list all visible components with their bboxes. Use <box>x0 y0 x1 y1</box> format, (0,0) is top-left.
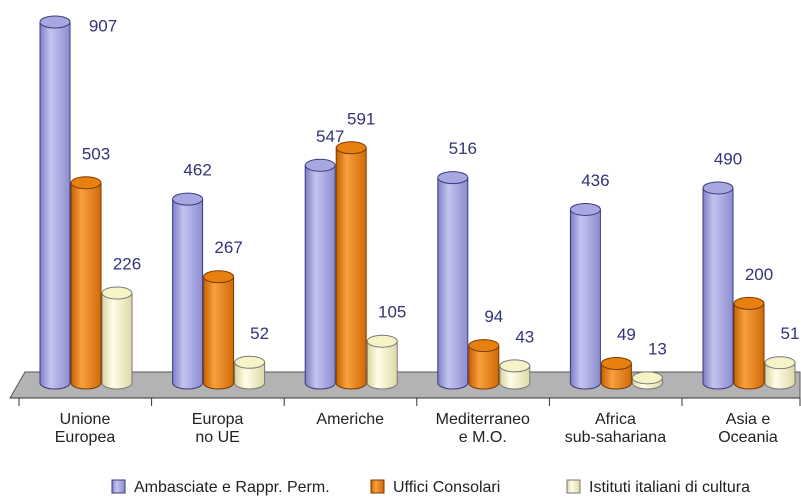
bar <box>71 182 101 383</box>
bar <box>102 293 132 383</box>
cylinder-top <box>733 296 765 310</box>
x-tick-label: sub-sahariana <box>565 429 667 446</box>
x-tick-label: Asia e <box>726 411 771 428</box>
data-label: 105 <box>378 303 406 322</box>
x-tick-label: Europea <box>55 429 116 446</box>
data-label: 516 <box>449 139 477 158</box>
data-label: 49 <box>617 325 636 344</box>
cylinder-top <box>366 334 398 348</box>
data-label: 490 <box>714 149 742 168</box>
legend-swatch <box>111 479 126 494</box>
data-label: 94 <box>484 307 503 326</box>
x-tick-label: Oceania <box>718 429 778 446</box>
legend-label: Ambasciate e Rappr. Perm. <box>134 479 330 496</box>
data-label: 13 <box>648 339 667 358</box>
bar <box>703 187 733 383</box>
data-label: 200 <box>745 265 773 284</box>
bar <box>734 303 764 383</box>
cylinder-top <box>203 270 235 284</box>
cylinder-top <box>764 356 796 370</box>
cylinder-top <box>70 176 102 190</box>
cylinder-top <box>172 192 204 206</box>
x-tick-label: Unione <box>60 411 111 428</box>
cylinder-top <box>600 356 632 370</box>
data-label: 907 <box>89 16 117 35</box>
data-label: 51 <box>781 324 800 343</box>
x-tick-label: e M.O. <box>459 429 507 446</box>
bar <box>367 341 398 383</box>
cylinder-top <box>101 286 133 300</box>
cylinder-top <box>569 202 601 216</box>
x-tick-label: Africa <box>595 411 636 428</box>
x-tick-label: Europa <box>192 411 244 428</box>
x-tick-label: Americhe <box>316 411 384 428</box>
data-label: 267 <box>214 238 242 257</box>
data-label: 591 <box>347 109 375 128</box>
data-label: 547 <box>316 127 344 146</box>
bar <box>570 209 601 383</box>
cylinder-top <box>702 181 734 195</box>
cylinder-top <box>335 141 367 155</box>
legend-label: Uffici Consolari <box>393 479 500 496</box>
data-label: 503 <box>82 144 110 163</box>
bar <box>305 165 336 383</box>
cylinder-top <box>39 15 71 29</box>
cylinder-top <box>631 371 663 385</box>
x-tick-label: no UE <box>195 429 239 446</box>
cylinder-top <box>234 355 266 369</box>
cylinder-top <box>468 339 500 353</box>
data-label: 462 <box>183 161 211 180</box>
legend-label: Istituti italiani di cultura <box>589 479 750 496</box>
bar <box>203 276 234 383</box>
bar <box>40 22 70 383</box>
bar <box>336 147 367 383</box>
x-tick-label: Mediterraneo <box>436 411 530 428</box>
bar <box>437 177 468 383</box>
cylinder-top <box>437 171 469 185</box>
legend-swatch <box>566 479 581 494</box>
data-label: 52 <box>250 324 269 343</box>
bar <box>172 199 203 383</box>
cylinder-top <box>304 158 336 172</box>
data-label: 43 <box>515 327 534 346</box>
cylinder-top <box>499 359 531 373</box>
data-label: 436 <box>581 171 609 190</box>
legend-swatch <box>370 479 385 494</box>
data-label: 226 <box>113 255 141 274</box>
